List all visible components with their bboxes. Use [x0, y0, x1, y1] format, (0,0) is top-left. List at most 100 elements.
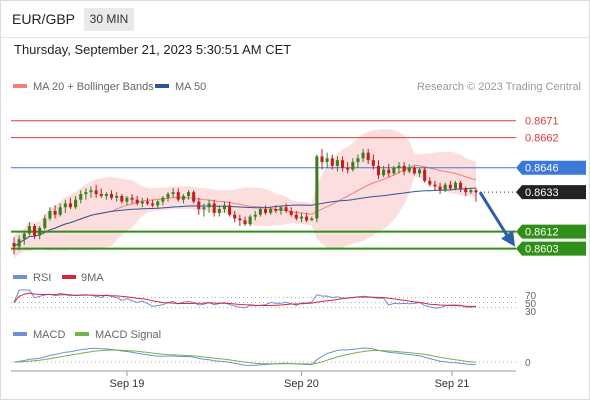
- macd-level-0: 0: [525, 358, 531, 369]
- candle-body: [104, 194, 108, 196]
- candle-body: [145, 201, 149, 204]
- candle-body: [53, 210, 57, 215]
- candle-body: [392, 167, 396, 174]
- macd-line: [13, 347, 477, 366]
- candle-body: [197, 201, 201, 210]
- credit-label: Research © 2023 Trading Central: [417, 81, 581, 93]
- candle-body: [279, 207, 283, 211]
- candle-body: [202, 207, 206, 210]
- candle-body: [187, 192, 191, 196]
- macd-panel: [11, 347, 516, 366]
- rsi-level-50: 50: [525, 299, 537, 310]
- title-bar: EUR/GBP 30 MIN: [1, 1, 589, 38]
- candle-body: [397, 165, 401, 168]
- candle-body: [402, 165, 406, 172]
- candle-body: [310, 218, 314, 221]
- candle-body: [94, 190, 98, 195]
- candle-body: [361, 152, 365, 159]
- candle-body: [27, 226, 31, 234]
- candle-body: [43, 218, 47, 228]
- candle-body: [346, 167, 350, 170]
- rsi-ma-legend-label: 9MA: [81, 272, 104, 284]
- candle-body: [140, 201, 144, 204]
- candle-body: [299, 216, 303, 219]
- macd-legend-swatch: [13, 332, 27, 336]
- candle-body: [228, 205, 232, 215]
- candle-body: [176, 192, 180, 200]
- candle-body: [284, 207, 288, 211]
- candle-body: [110, 194, 114, 198]
- candle-body: [48, 210, 52, 219]
- candle-body: [433, 184, 437, 187]
- candle-body: [418, 169, 422, 174]
- candle-body: [58, 207, 62, 215]
- candle-body: [63, 203, 67, 208]
- ma50-legend-label: MA 50: [175, 81, 206, 93]
- level-label-0.8603: 0.8603: [525, 244, 559, 256]
- candle-body: [320, 156, 324, 163]
- candle-body: [269, 209, 273, 213]
- candle-body: [448, 184, 452, 189]
- candle-body: [453, 182, 457, 189]
- candle-body: [238, 218, 242, 221]
- ma50-line: [13, 187, 477, 248]
- candle-body: [17, 239, 21, 247]
- candle-body: [212, 203, 216, 213]
- forecast-arrow-head: [501, 230, 515, 247]
- candle-body: [217, 209, 221, 213]
- level-label-0.8671: 0.8671: [525, 116, 559, 128]
- candle-body: [99, 194, 103, 196]
- candle-body: [366, 152, 370, 161]
- level-label-0.8646: 0.8646: [525, 163, 559, 175]
- candle-body: [330, 158, 334, 166]
- rsi-ma-legend-swatch: [62, 275, 76, 279]
- candle-body: [156, 201, 160, 206]
- candle-body: [264, 209, 268, 213]
- candle-body: [125, 197, 129, 202]
- candle-body: [341, 160, 345, 168]
- candle-body: [412, 167, 416, 174]
- level-tag-0.8646: [516, 160, 586, 175]
- level-tag-0.8603: [516, 241, 586, 256]
- candle-body: [38, 227, 42, 236]
- x-axis: Sep 19 Sep 20 Sep 21: [109, 371, 469, 390]
- level-label-0.8612: 0.8612: [525, 227, 559, 239]
- rsi-level-70: 70: [525, 291, 537, 302]
- candle-body: [74, 199, 78, 208]
- candle-body: [274, 209, 278, 211]
- candle-body: [68, 203, 72, 208]
- macd-legend-label: MACD: [33, 329, 65, 341]
- candle-body: [289, 210, 293, 215]
- candle-body: [171, 192, 175, 195]
- candle-body: [248, 216, 252, 225]
- candle-body: [356, 158, 360, 163]
- candle-body: [233, 214, 237, 219]
- bollinger-band: [14, 129, 476, 258]
- candle-body: [438, 186, 442, 191]
- candle-body: [166, 194, 170, 198]
- rsi-panel: [11, 289, 516, 309]
- candle-body: [22, 233, 26, 240]
- candle-body: [335, 160, 339, 166]
- ma50-legend-swatch: [155, 84, 169, 88]
- candle-body: [151, 203, 155, 206]
- chart-datetime: Thursday, September 21, 2023 5:30:51 AM …: [14, 42, 292, 57]
- candle-body: [222, 205, 226, 210]
- candle-body: [305, 216, 309, 221]
- candle-body: [474, 190, 478, 193]
- candle-body: [258, 209, 262, 215]
- candle-body: [469, 190, 473, 193]
- candle-body: [181, 195, 185, 200]
- candle-body: [253, 214, 257, 217]
- timeframe-button[interactable]: 30 MIN: [84, 8, 134, 31]
- candle-body: [407, 167, 411, 172]
- candle-body: [120, 195, 124, 202]
- candle-body: [428, 180, 432, 185]
- candle-body: [79, 194, 83, 200]
- x-tick-label-0: Sep 19: [109, 378, 144, 390]
- candle-body: [89, 190, 93, 193]
- candle-body: [12, 242, 16, 247]
- candle-body: [135, 199, 139, 204]
- macd-signal-line: [13, 349, 477, 365]
